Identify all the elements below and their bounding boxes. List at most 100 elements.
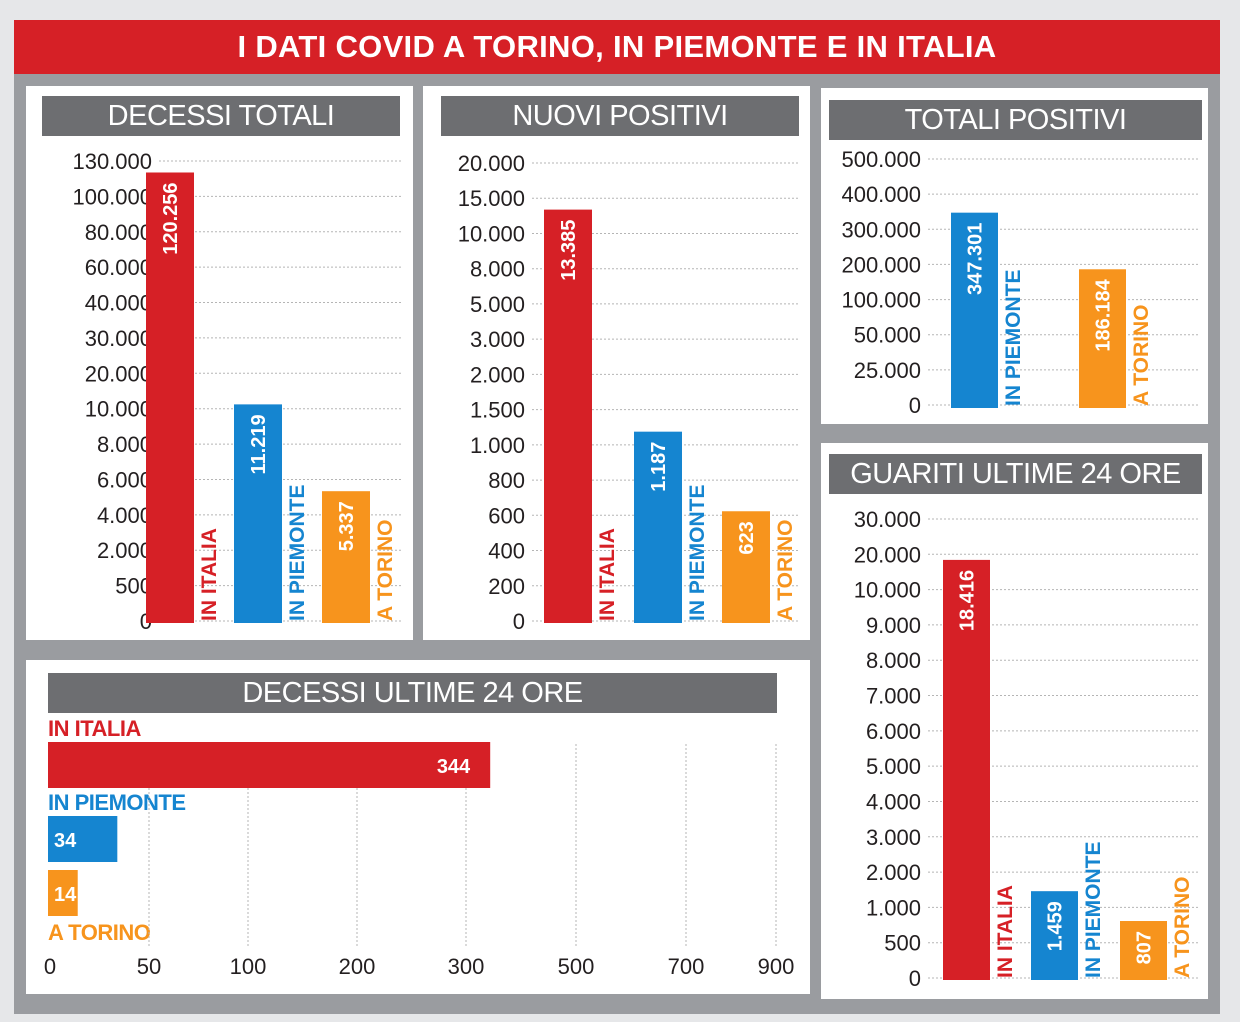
tick-label: 30.000: [854, 507, 921, 532]
tick-label: 10.000: [458, 221, 525, 246]
value-label: 347.301: [965, 223, 987, 295]
panel-title: GUARITI ULTIME 24 ORE: [829, 454, 1202, 494]
bar-in-italia: [544, 209, 592, 624]
tick-label: 20.000: [458, 151, 525, 176]
tick-label: 4.000: [97, 503, 152, 528]
category-label: IN ITALIA: [994, 885, 1017, 978]
value-label: 11.219: [248, 414, 270, 474]
tick-label: 5.000: [470, 292, 525, 317]
bar-a-torino: [48, 870, 78, 916]
tick-label: 25.000: [854, 358, 921, 383]
tick-label: 200: [339, 954, 376, 979]
tick-label: 60.000: [85, 255, 152, 280]
tick-label: 300.000: [841, 217, 921, 242]
tick-label: 1.000: [866, 895, 921, 920]
category-label: A TORINO: [1130, 304, 1153, 406]
tick-label: 8.000: [866, 648, 921, 673]
category-label-italia: IN ITALIA: [48, 716, 141, 741]
bar-in-italia: [146, 172, 194, 623]
tick-label: 300: [448, 954, 485, 979]
category-label: IN PIEMONTE: [1002, 269, 1025, 406]
bar-in-piemonte: [48, 816, 118, 862]
tick-label: 200: [488, 574, 525, 599]
tick-label: 100: [230, 954, 267, 979]
chart-nuovi-positivi: 20.000 15.000 10.000 8.000 5.000 3.000 2.000 1.…: [458, 151, 800, 634]
tick-label: 400: [488, 539, 525, 564]
panel-totali-positivi: TOTALI POSITIVI 500.000 400.000 300.000 200…: [821, 88, 1208, 424]
tick-label: 30.000: [85, 326, 152, 351]
bar-a-torino: [722, 511, 770, 623]
panel-title: DECESSI ULTIME 24 ORE: [48, 673, 777, 713]
tick-label: 3.000: [470, 327, 525, 352]
panel-title: TOTALI POSITIVI: [829, 100, 1202, 140]
tick-label: 3.000: [866, 825, 921, 850]
bar-in-italia: [943, 559, 990, 980]
tick-label: 130.000: [72, 149, 152, 174]
tick-label: 80.000: [85, 220, 152, 245]
bar-in-piemonte: [234, 404, 282, 623]
bar-in-piemonte: [634, 431, 682, 623]
value-label: 186.184: [1093, 278, 1115, 351]
tick-label: 6.000: [97, 467, 152, 492]
tick-label: 0: [909, 966, 921, 991]
bar-a-torino: [1120, 921, 1167, 980]
tick-label: 1.500: [470, 398, 525, 423]
main-title: I DATI COVID A TORINO, IN PIEMONTE E IN …: [14, 20, 1220, 74]
tick-label: 4.000: [866, 789, 921, 814]
tick-label: 50.000: [854, 323, 921, 348]
tick-label: 9.000: [866, 613, 921, 638]
panel-decessi-totali: DECESSI TOTALI 130.000 100.000 80.000 60.00…: [26, 86, 413, 640]
value-label: 120.256: [160, 182, 182, 254]
tick-label: 0: [44, 954, 56, 979]
bar-a-torino: [1079, 269, 1126, 408]
tick-label: 0: [909, 393, 921, 418]
value-label: 1.187: [648, 442, 670, 492]
value-label: 18.416: [957, 570, 979, 631]
bar-a-torino: [322, 491, 370, 623]
bar-in-italia: [48, 742, 491, 788]
category-label: A TORINO: [774, 519, 797, 621]
category-label: A TORINO: [1171, 876, 1194, 978]
tick-label: 500: [115, 574, 152, 599]
tick-label: 400.000: [841, 182, 921, 207]
tick-label: 700: [668, 954, 705, 979]
value-label: 807: [1134, 931, 1156, 964]
panel-decessi-ultime-24-ore: DECESSI ULTIME 24 ORE IN ITALIA IN PIEMO…: [26, 660, 810, 994]
category-label-torino: A TORINO: [48, 920, 151, 945]
tick-label: 40.000: [85, 291, 152, 316]
bar-in-piemonte: [1031, 891, 1078, 980]
value-label: 34: [54, 830, 77, 852]
value-label: 13.385: [558, 220, 580, 281]
category-label: IN ITALIA: [198, 528, 221, 621]
chart-decessi-totali: 130.000 100.000 80.000 60.000 40.000 30.000 20…: [72, 149, 403, 634]
value-label: 1.459: [1045, 901, 1067, 951]
tick-label: 2.000: [866, 860, 921, 885]
tick-label: 500.000: [841, 147, 921, 172]
tick-label: 15.000: [458, 186, 525, 211]
category-label: IN PIEMONTE: [1082, 841, 1105, 978]
tick-label: 0: [513, 609, 525, 634]
tick-label: 2.000: [97, 538, 152, 563]
tick-label: 200.000: [841, 252, 921, 277]
tick-label: 500: [558, 954, 595, 979]
value-label: 623: [736, 521, 758, 554]
panel-title: NUOVI POSITIVI: [441, 96, 799, 136]
bar-in-piemonte: [951, 212, 998, 408]
value-label: 5.337: [336, 501, 358, 551]
tick-label: 10.000: [854, 578, 921, 603]
tick-label: 10.000: [85, 397, 152, 422]
tick-label: 600: [488, 503, 525, 528]
tick-label: 5.000: [866, 754, 921, 779]
tick-label: 50: [137, 954, 161, 979]
panel-guariti-ultime-24-ore: GUARITI ULTIME 24 ORE 30.000 20.000 10.000…: [821, 443, 1208, 999]
value-label: 344: [437, 756, 471, 778]
chart-totali-positivi: 500.000 400.000 300.000 200.000 100.000 50.00…: [841, 147, 1198, 418]
category-label: A TORINO: [374, 519, 397, 621]
tick-label: 1.000: [470, 433, 525, 458]
tick-label: 2.000: [470, 362, 525, 387]
tick-label: 100.000: [72, 184, 152, 209]
tick-label: 800: [488, 468, 525, 493]
tick-label: 8.000: [470, 257, 525, 282]
panel-nuovi-positivi: NUOVI POSITIVI 20.000 15.000 10.000 8.000 5.…: [423, 86, 810, 640]
tick-label: 900: [758, 954, 795, 979]
